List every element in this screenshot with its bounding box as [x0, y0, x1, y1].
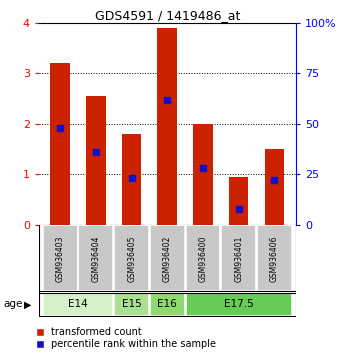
Bar: [50, 63, 70, 225]
Title: GDS4591 / 1419486_at: GDS4591 / 1419486_at: [95, 9, 240, 22]
FancyBboxPatch shape: [78, 225, 114, 291]
Text: GSM936403: GSM936403: [56, 235, 65, 282]
Text: E17.5: E17.5: [224, 299, 254, 309]
Text: ▶: ▶: [24, 299, 32, 309]
FancyBboxPatch shape: [186, 225, 220, 291]
FancyBboxPatch shape: [114, 225, 149, 291]
Text: GSM936405: GSM936405: [127, 235, 136, 282]
Text: E16: E16: [158, 299, 177, 309]
Bar: [158, 28, 177, 225]
Text: age: age: [3, 299, 23, 309]
Text: GSM936402: GSM936402: [163, 235, 172, 282]
FancyBboxPatch shape: [150, 293, 185, 316]
FancyBboxPatch shape: [114, 293, 149, 316]
FancyBboxPatch shape: [186, 293, 292, 316]
Text: E15: E15: [122, 299, 142, 309]
Text: E14: E14: [68, 299, 88, 309]
Text: GSM936404: GSM936404: [92, 235, 100, 282]
Text: GSM936400: GSM936400: [198, 235, 208, 282]
Text: GSM936406: GSM936406: [270, 235, 279, 282]
Bar: [122, 134, 141, 225]
Bar: [265, 149, 284, 225]
FancyBboxPatch shape: [257, 225, 292, 291]
Bar: [193, 124, 213, 225]
Bar: [86, 96, 106, 225]
Bar: [229, 177, 248, 225]
Legend: transformed count, percentile rank within the sample: transformed count, percentile rank withi…: [37, 327, 216, 349]
FancyBboxPatch shape: [43, 293, 114, 316]
Text: GSM936401: GSM936401: [234, 235, 243, 282]
FancyBboxPatch shape: [43, 225, 78, 291]
FancyBboxPatch shape: [150, 225, 185, 291]
FancyBboxPatch shape: [221, 225, 256, 291]
